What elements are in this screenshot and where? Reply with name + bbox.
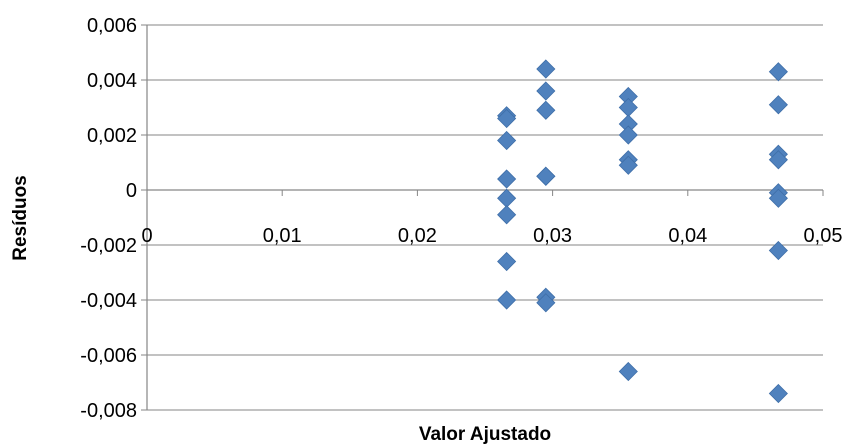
- x-tick-label: 0,05: [804, 225, 843, 247]
- data-point: [768, 188, 788, 208]
- data-point: [536, 81, 556, 101]
- data-point: [497, 290, 517, 310]
- data-point: [618, 125, 638, 145]
- x-tick-label: 0,01: [263, 225, 302, 247]
- y-tick-label: -0,006: [80, 345, 137, 367]
- data-point: [618, 97, 638, 118]
- data-point: [536, 59, 556, 79]
- y-axis-title: Resíduos: [10, 175, 31, 261]
- y-tick-label: 0: [126, 180, 137, 202]
- data-point: [497, 108, 517, 129]
- y-tick-label: -0,002: [80, 235, 137, 257]
- x-tick-label: 0,02: [398, 225, 437, 247]
- data-point: [768, 240, 788, 261]
- y-tick-labels: 0,006 0,004 0,002 0 -0,002 -0,004 -0,006 -0,008: [80, 15, 137, 422]
- data-point: [618, 361, 638, 382]
- data-point: [497, 188, 517, 208]
- data-point: [497, 205, 517, 225]
- grid-lines: [147, 24, 823, 411]
- y-tick-label: 0,002: [87, 125, 137, 147]
- y-tick-label: -0,004: [80, 290, 137, 312]
- data-point: [497, 130, 517, 151]
- x-tick-label: 0,04: [668, 225, 707, 247]
- data-point: [536, 166, 556, 186]
- data-point: [536, 100, 556, 120]
- y-tick-label: 0,006: [87, 15, 137, 37]
- x-tick-label: 0,03: [533, 225, 572, 247]
- data-point: [497, 169, 517, 189]
- data-point: [497, 251, 517, 272]
- y-tick-label: -0,008: [80, 400, 137, 422]
- data-point: [768, 150, 788, 170]
- axes: [141, 24, 824, 411]
- x-tick-labels: 0 0,01 0,02 0,03 0,04 0,05: [141, 225, 842, 247]
- data-points: [497, 59, 788, 404]
- data-point: [768, 383, 788, 404]
- data-point: [536, 293, 556, 313]
- x-tick-label: 0: [141, 225, 152, 247]
- data-point: [618, 155, 638, 175]
- data-point: [768, 62, 788, 82]
- y-tick-label: 0,004: [87, 70, 137, 92]
- x-axis-title: Valor Ajustado: [419, 424, 551, 445]
- data-point: [768, 95, 788, 115]
